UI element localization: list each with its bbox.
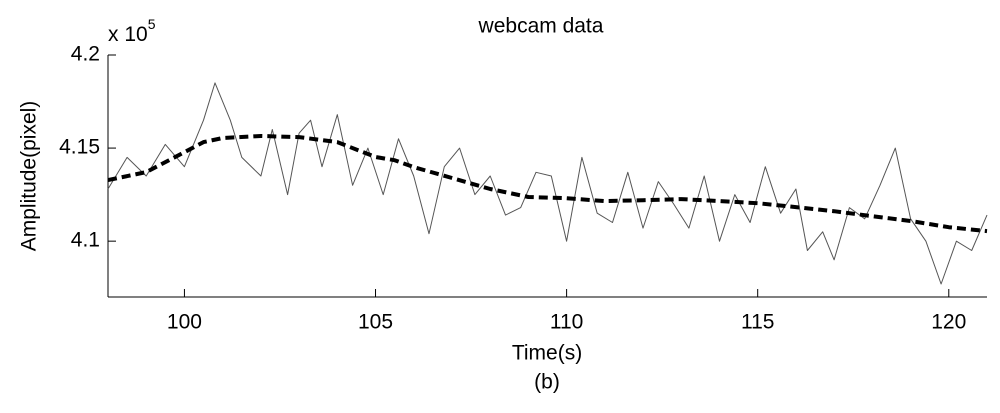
x-tick-label: 110 xyxy=(550,311,583,334)
multiplier: x 105 xyxy=(108,16,156,46)
x-tick-label: 115 xyxy=(741,311,774,334)
trend-line xyxy=(107,134,988,234)
y-tick-label: 4.1 xyxy=(71,229,100,252)
multiplier-exponent: 5 xyxy=(148,16,156,32)
caption: (b) xyxy=(534,371,560,394)
y-tick-label: 4.2 xyxy=(71,43,100,66)
x-tick-label: 120 xyxy=(931,311,966,334)
chart-title: webcam data xyxy=(478,15,604,38)
multiplier-base: x 10 xyxy=(108,23,148,46)
y-tick-label: 4.15 xyxy=(59,136,100,159)
y-axis-label: Amplitude(pixel) xyxy=(18,101,41,252)
signal-line xyxy=(107,82,988,285)
x-tick-label: 105 xyxy=(358,311,393,334)
x-tick-label: 100 xyxy=(167,311,202,334)
x-axis-label: Time(s) xyxy=(512,342,582,365)
